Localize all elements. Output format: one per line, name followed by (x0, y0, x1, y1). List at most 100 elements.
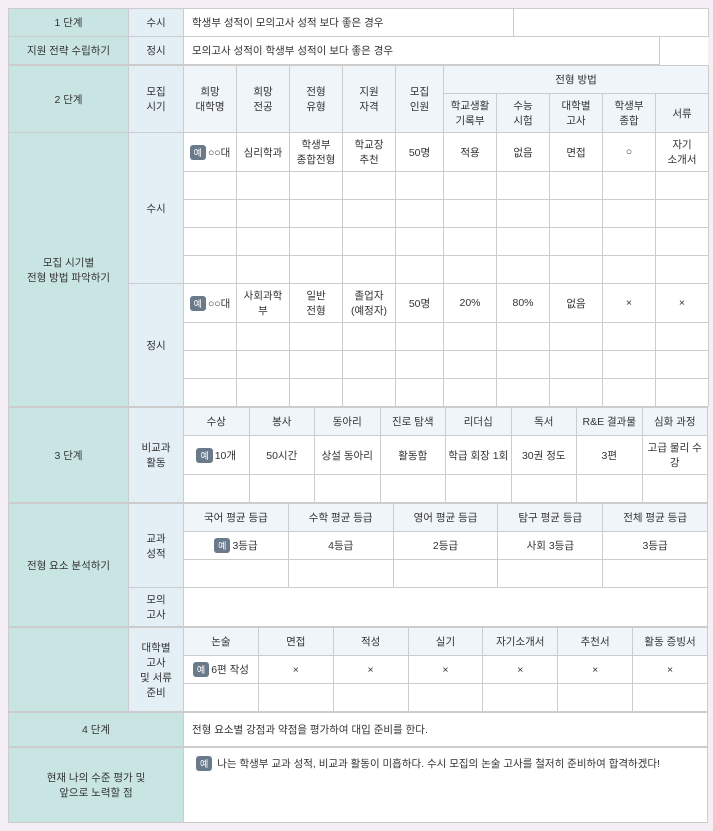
ex-tag: 예 (190, 145, 206, 160)
method-header: 전형 방법 (444, 66, 709, 94)
ph6: 활동 증빙서 (633, 628, 708, 656)
empty-cell (514, 9, 709, 37)
pr1: × (258, 656, 333, 684)
stage3-subject-table: 전형 요소 분석하기 교과 성적 국어 평균 등급 수학 평균 등급 영어 평균… (8, 503, 708, 627)
stage5-title: 현재 나의 수준 평가 및 앞으로 노력할 점 (9, 748, 184, 823)
r2-univ: 예○○대 (184, 284, 237, 323)
ph0: 논술 (184, 628, 259, 656)
col-comp: 학생부 종합 (603, 94, 656, 133)
r2-comp: × (603, 284, 656, 323)
pr3: × (408, 656, 483, 684)
r1-exam: 면접 (550, 133, 603, 172)
col-qual: 지원 자격 (343, 66, 396, 133)
er4: 학급 회장 1회 (446, 436, 512, 475)
ex-tag: 예 (193, 662, 209, 677)
ex-tag: 예 (196, 756, 212, 771)
pr0: 예6편 작성 (184, 656, 259, 684)
r2-exam: 없음 (550, 284, 603, 323)
stage4-table: 4 단계 전형 요소별 강점과 약점을 평가하여 대입 준비를 한다. (8, 712, 708, 747)
sr1: 4등급 (288, 532, 393, 560)
stage2-table: 2 단계 모집 시기 희망 대학명 희망 전공 전형 유형 지원 자격 모집 인… (8, 65, 709, 407)
er3: 활동함 (380, 436, 446, 475)
stage4-text: 전형 요소별 강점과 약점을 평가하여 대입 준비를 한다. (184, 713, 708, 747)
r2-num: 50명 (396, 284, 444, 323)
r1-doc: 자기 소개서 (656, 133, 709, 172)
sh3: 탐구 평균 등급 (498, 504, 603, 532)
subj-label: 교과 성적 (129, 504, 184, 588)
eh3: 진로 탐색 (380, 408, 446, 436)
stage1-table: 1 단계 수시 학생부 성적이 모의고사 성적 보다 좋은 경우 지원 전략 수… (8, 8, 709, 65)
sh4: 전체 평균 등급 (603, 504, 708, 532)
eh6: R&E 결과물 (577, 408, 643, 436)
susi-desc: 학생부 성적이 모의고사 성적 보다 좋은 경우 (184, 9, 514, 37)
ex-tag: 예 (214, 538, 230, 553)
sr0: 예3등급 (184, 532, 289, 560)
ph2: 적성 (333, 628, 408, 656)
eh0: 수상 (184, 408, 250, 436)
eh5: 독서 (511, 408, 577, 436)
er7: 고급 물리 수강 (642, 436, 708, 475)
pr4: × (483, 656, 558, 684)
r1-num: 50명 (396, 133, 444, 172)
col-univ: 희망 대학명 (184, 66, 237, 133)
er1: 50시간 (249, 436, 315, 475)
stage3-extra-table: 3 단계 비교과 활동 수상 봉사 동아리 진로 탐색 리더십 독서 R&E 결… (8, 407, 708, 503)
r2-doc: × (656, 284, 709, 323)
prep-label: 대학별 고사 및 서류 준비 (129, 628, 184, 712)
ph4: 자기소개서 (483, 628, 558, 656)
stage5-table: 현재 나의 수준 평가 및 앞으로 노력할 점 예 나는 학생부 교과 성적, … (8, 747, 708, 823)
pr6: × (633, 656, 708, 684)
jeongsi-desc: 모의고사 성적이 학생부 성적이 보다 좋은 경우 (184, 37, 660, 65)
pr2: × (333, 656, 408, 684)
stage5-text: 예 나는 학생부 교과 성적, 비교과 활동이 미흡하다. 수시 모집의 논술 … (184, 748, 708, 823)
er6: 3편 (577, 436, 643, 475)
r2-sat: 80% (497, 284, 550, 323)
stage3-label: 3 단계 (9, 408, 129, 503)
r1-sat: 없음 (497, 133, 550, 172)
eh4: 리더십 (446, 408, 512, 436)
ph5: 추천서 (558, 628, 633, 656)
extra-label: 비교과 활동 (129, 408, 184, 503)
susi-period: 수시 (129, 133, 184, 284)
col-record: 학교생활 기록부 (444, 94, 497, 133)
stage2-title: 모집 시기별 전형 방법 파악하기 (9, 133, 129, 407)
mock-label: 모의 고사 (129, 588, 184, 627)
susi-label: 수시 (129, 9, 184, 37)
stage1-title: 지원 전략 수립하기 (9, 37, 129, 65)
stage3-title: 전형 요소 분석하기 (9, 504, 129, 627)
period-label: 모집 시기 (129, 66, 184, 133)
ph3: 실기 (408, 628, 483, 656)
stage1-label: 1 단계 (9, 9, 129, 37)
stage2-label: 2 단계 (9, 66, 129, 133)
col-num: 모집 인원 (396, 66, 444, 133)
sh1: 수학 평균 등급 (288, 504, 393, 532)
jeongsi-period: 정시 (129, 284, 184, 407)
eh7: 심화 과정 (642, 408, 708, 436)
r1-rec: 적용 (444, 133, 497, 172)
ex-tag: 예 (190, 296, 206, 311)
eh1: 봉사 (249, 408, 315, 436)
pr5: × (558, 656, 633, 684)
r1-major: 심리학과 (237, 133, 290, 172)
r1-comp: ○ (603, 133, 656, 172)
eh2: 동아리 (315, 408, 381, 436)
ex-tag: 예 (196, 448, 212, 463)
sr2: 2등급 (393, 532, 498, 560)
er2: 상설 동아리 (315, 436, 381, 475)
ph1: 면접 (258, 628, 333, 656)
r2-type: 일반 전형 (290, 284, 343, 323)
sh2: 영어 평균 등급 (393, 504, 498, 532)
col-major: 희망 전공 (237, 66, 290, 133)
r1-univ: 예○○대 (184, 133, 237, 172)
r2-major: 사회과학부 (237, 284, 290, 323)
sh0: 국어 평균 등급 (184, 504, 289, 532)
col-sat: 수능 시험 (497, 94, 550, 133)
col-exam: 대학별 고사 (550, 94, 603, 133)
r2-qual: 졸업자 (예정자) (343, 284, 396, 323)
stage4-label: 4 단계 (9, 713, 184, 747)
jeongsi-label: 정시 (129, 37, 184, 65)
sr4: 3등급 (603, 532, 708, 560)
r1-qual: 학교장 추천 (343, 133, 396, 172)
col-doc: 서류 (656, 94, 709, 133)
r2-rec: 20% (444, 284, 497, 323)
